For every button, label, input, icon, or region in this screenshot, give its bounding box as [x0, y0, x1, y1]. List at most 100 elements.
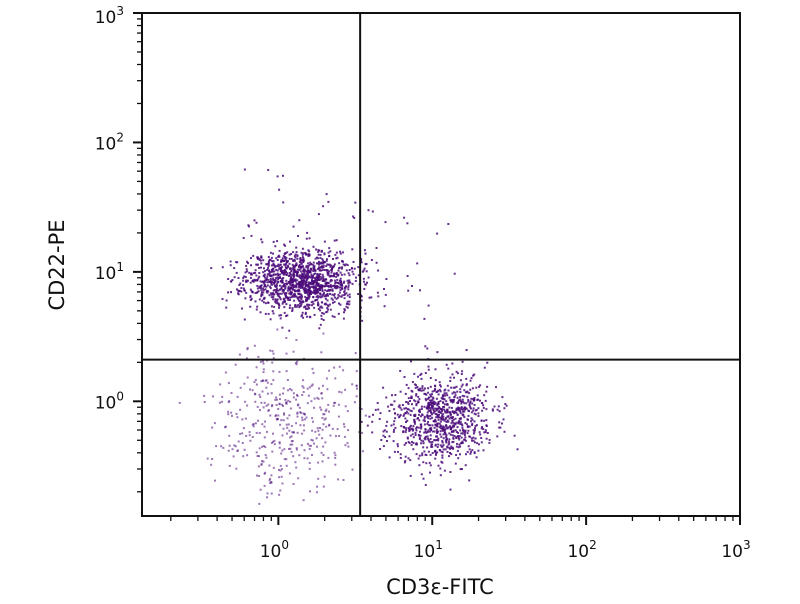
event-point	[271, 260, 274, 263]
event-point	[325, 285, 327, 287]
event-point	[407, 457, 410, 460]
event-point	[285, 337, 288, 339]
event-point	[277, 278, 280, 280]
event-point	[288, 447, 290, 450]
event-point	[326, 290, 329, 293]
event-point	[335, 275, 338, 278]
event-point	[292, 274, 295, 277]
event-point	[253, 278, 256, 281]
event-point	[278, 295, 280, 298]
event-point	[427, 387, 430, 390]
event-point	[425, 407, 428, 410]
event-point	[436, 425, 439, 428]
event-point	[275, 283, 278, 286]
event-point	[276, 287, 278, 290]
event-point	[440, 412, 443, 415]
event-point	[361, 270, 364, 273]
event-point	[232, 455, 235, 458]
event-point	[289, 287, 292, 290]
event-point	[282, 285, 285, 288]
event-point	[449, 380, 452, 382]
event-point	[307, 294, 310, 297]
event-point	[418, 464, 421, 467]
event-point	[483, 431, 486, 434]
event-point	[451, 446, 454, 449]
event-point	[449, 447, 452, 450]
event-point	[388, 435, 391, 438]
event-point	[230, 392, 233, 394]
event-point	[343, 289, 346, 292]
event-point	[292, 483, 295, 485]
event-point	[467, 409, 470, 412]
event-point	[321, 301, 324, 304]
event-point	[312, 261, 315, 264]
event-point	[437, 439, 440, 442]
event-point	[351, 282, 354, 285]
event-point	[375, 247, 378, 249]
event-point	[222, 446, 225, 449]
event-point	[470, 411, 473, 414]
event-point	[371, 431, 374, 434]
event-point	[264, 302, 267, 305]
event-point	[483, 419, 486, 422]
event-point	[456, 396, 459, 399]
event-point	[325, 377, 328, 380]
event-point	[255, 274, 258, 277]
event-point	[219, 383, 222, 386]
event-point	[443, 429, 446, 432]
event-point	[308, 307, 311, 310]
event-point	[279, 263, 282, 266]
event-point	[259, 488, 262, 491]
event-point	[467, 425, 469, 428]
event-point	[378, 418, 381, 420]
event-point	[424, 345, 427, 348]
event-point	[285, 402, 288, 405]
event-point	[394, 417, 397, 420]
event-point	[313, 273, 316, 276]
event-point	[320, 269, 323, 272]
event-point	[272, 289, 275, 292]
event-point	[281, 259, 284, 262]
event-point	[269, 318, 272, 321]
event-point	[438, 407, 441, 410]
event-point	[328, 270, 330, 273]
event-point	[405, 421, 407, 423]
event-point	[470, 420, 472, 423]
event-point	[267, 312, 270, 315]
event-point	[367, 209, 370, 212]
event-point	[459, 388, 462, 391]
event-point	[289, 299, 291, 301]
event-point	[431, 396, 434, 399]
event-point	[298, 302, 301, 305]
event-point	[459, 421, 462, 424]
event-point	[308, 291, 311, 294]
event-point	[299, 300, 302, 303]
event-point	[328, 303, 331, 306]
event-point	[347, 286, 350, 289]
event-point	[426, 414, 429, 417]
event-point	[283, 458, 286, 461]
event-point	[311, 454, 313, 456]
event-point	[404, 392, 407, 395]
event-point	[299, 287, 302, 289]
event-point	[264, 420, 266, 423]
event-point	[393, 420, 396, 423]
event-point	[253, 344, 256, 347]
event-point	[344, 264, 346, 267]
event-point	[424, 484, 427, 486]
event-point	[321, 460, 324, 463]
event-point	[302, 379, 305, 382]
event-point	[252, 280, 255, 283]
event-point	[285, 256, 288, 259]
event-point	[280, 314, 283, 317]
event-point	[277, 408, 280, 410]
event-point	[420, 425, 423, 428]
event-point	[405, 427, 408, 430]
event-point	[242, 427, 245, 430]
event-point	[402, 414, 405, 417]
event-point	[314, 257, 317, 260]
event-point	[338, 295, 341, 298]
event-point	[444, 418, 447, 421]
event-point	[294, 280, 297, 283]
event-point	[403, 216, 406, 219]
